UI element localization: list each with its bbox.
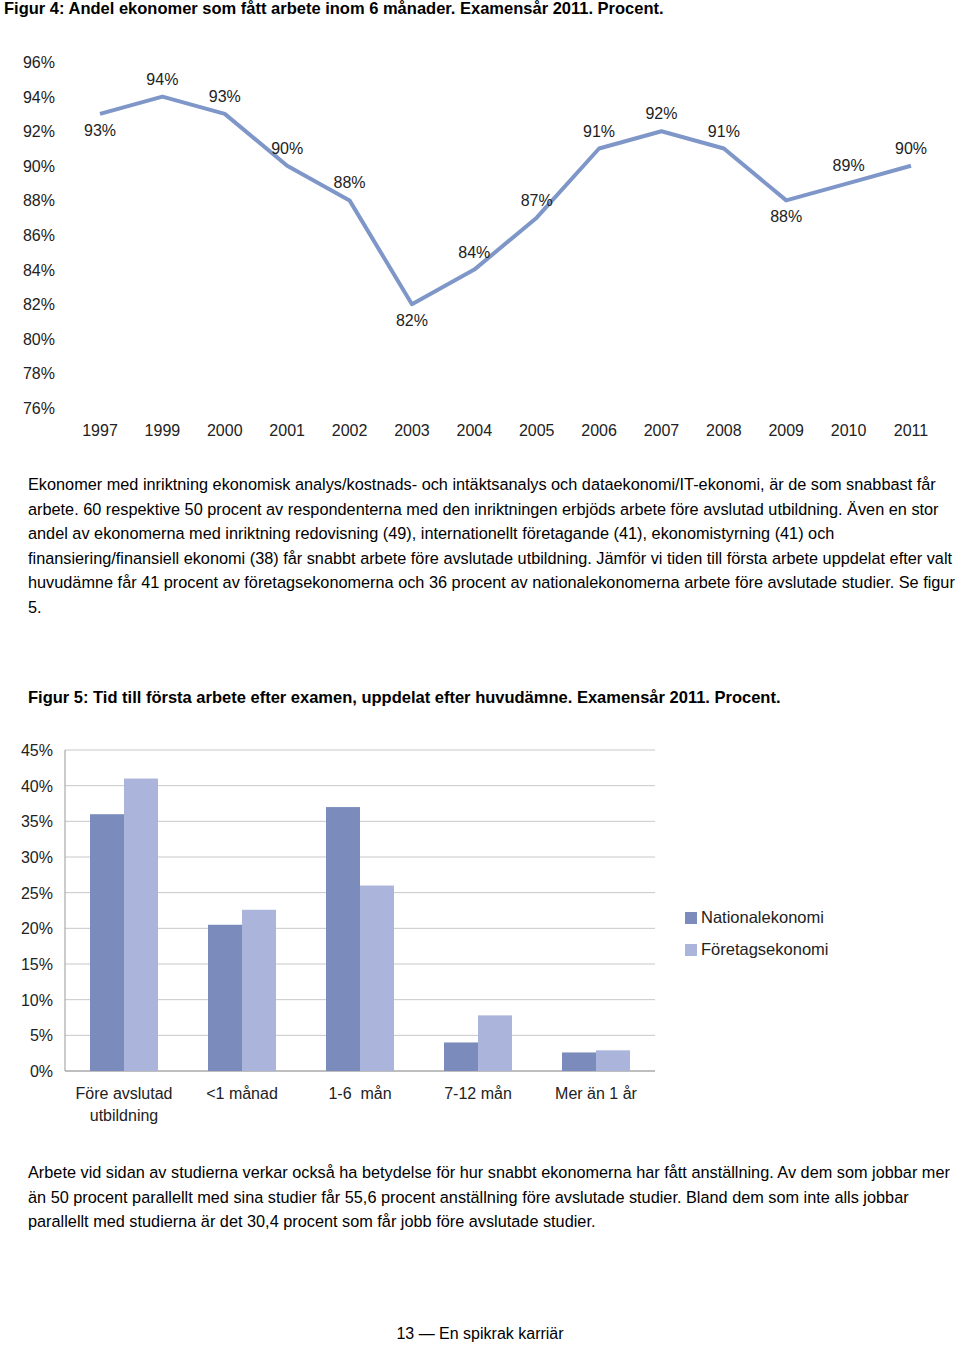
y-tick-label: 30% bbox=[21, 849, 53, 866]
data-label: 91% bbox=[583, 123, 615, 140]
y-tick-label: 0% bbox=[30, 1063, 53, 1080]
x-tick-label: 1997 bbox=[82, 422, 118, 439]
bar bbox=[208, 925, 242, 1071]
y-tick-label: 94% bbox=[23, 89, 55, 106]
legend-swatch bbox=[685, 912, 697, 924]
y-axis-line bbox=[65, 750, 66, 1071]
data-label: 84% bbox=[458, 244, 490, 261]
plot-marks bbox=[100, 97, 911, 305]
data-label: 94% bbox=[146, 71, 178, 88]
y-tick-label: 88% bbox=[23, 192, 55, 209]
y-tick-label: 82% bbox=[23, 296, 55, 313]
y-tick-label: 40% bbox=[21, 778, 53, 795]
x-tick-label: Mer än 1 år bbox=[555, 1085, 637, 1102]
x-tick-label: 2004 bbox=[457, 422, 493, 439]
y-tick-label: 15% bbox=[21, 956, 53, 973]
chart-line: Figur 4: Andel ekonomer som fått arbete … bbox=[4, 0, 928, 439]
x-tick-label: 7-12 mån bbox=[444, 1085, 512, 1102]
bar bbox=[596, 1050, 630, 1071]
x-tick-label: 2011 bbox=[894, 422, 929, 439]
x-tick-label: 2006 bbox=[581, 422, 617, 439]
y-tick-label: 20% bbox=[21, 920, 53, 937]
bar bbox=[90, 814, 124, 1071]
bar bbox=[444, 1042, 478, 1071]
x-tick-label: 2000 bbox=[207, 422, 243, 439]
x-tick-label: 2003 bbox=[394, 422, 430, 439]
legend-swatch bbox=[685, 944, 697, 956]
data-label: 90% bbox=[895, 140, 927, 157]
page-graphics: Figur 4: Andel ekonomer som fått arbete … bbox=[0, 0, 960, 1349]
data-label: 88% bbox=[334, 174, 366, 191]
y-tick-label: 90% bbox=[23, 158, 55, 175]
legend-label: Nationalekonomi bbox=[701, 908, 824, 926]
chart-title: Figur 5: Tid till första arbete efter ex… bbox=[28, 688, 781, 706]
label-line: 1-6 mån bbox=[328, 1085, 391, 1102]
chart-title: Figur 4: Andel ekonomer som fått arbete … bbox=[4, 0, 664, 17]
y-tick-label: 35% bbox=[21, 813, 53, 830]
data-label: 92% bbox=[645, 105, 677, 122]
y-tick-label: 10% bbox=[21, 992, 53, 1009]
x-tick-label: <1 månad bbox=[206, 1085, 278, 1102]
data-label: 87% bbox=[521, 192, 553, 209]
x-tick-label: 2007 bbox=[644, 422, 680, 439]
data-label: 82% bbox=[396, 312, 428, 329]
label-line: utbildning bbox=[90, 1107, 159, 1124]
label-line: Mer än 1 år bbox=[555, 1085, 637, 1102]
y-tick-label: 78% bbox=[23, 365, 55, 382]
x-tick-label: 1-6 mån bbox=[328, 1085, 391, 1102]
y-tick-label: 25% bbox=[21, 885, 53, 902]
x-tick-label: 2002 bbox=[332, 422, 368, 439]
y-tick-label: 80% bbox=[23, 331, 55, 348]
line-series bbox=[100, 97, 911, 305]
y-tick-label: 92% bbox=[23, 123, 55, 140]
paragraph: Ekonomer med inriktning ekonomisk analys… bbox=[28, 472, 958, 619]
y-tick-label: 76% bbox=[23, 400, 55, 417]
bar bbox=[562, 1052, 596, 1071]
y-tick-label: 45% bbox=[21, 742, 53, 759]
data-label: 93% bbox=[84, 122, 116, 139]
x-tick-label: 2009 bbox=[768, 422, 804, 439]
bar bbox=[124, 779, 158, 1071]
x-tick-label: 1999 bbox=[145, 422, 181, 439]
bar bbox=[478, 1015, 512, 1071]
y-tick-label: 5% bbox=[30, 1027, 53, 1044]
data-label: 89% bbox=[833, 157, 865, 174]
y-tick-label: 86% bbox=[23, 227, 55, 244]
data-label: 93% bbox=[209, 88, 241, 105]
plot-marks bbox=[90, 779, 630, 1071]
grid-line bbox=[65, 750, 655, 751]
x-tick-label: 2010 bbox=[831, 422, 867, 439]
legend: Nationalekonomi Företagsekonomi bbox=[685, 908, 828, 958]
y-tick-label: 96% bbox=[23, 54, 55, 71]
legend-label: Företagsekonomi bbox=[701, 940, 828, 958]
bar bbox=[242, 910, 276, 1071]
bar bbox=[360, 886, 394, 1071]
data-label: 90% bbox=[271, 140, 303, 157]
page-footer: 13 — En spikrak karriär bbox=[0, 1325, 960, 1343]
x-tick-label: Före avslutad utbildning bbox=[76, 1085, 173, 1124]
data-label: 91% bbox=[708, 123, 740, 140]
x-tick-label: 2001 bbox=[269, 422, 305, 439]
bar bbox=[326, 807, 360, 1071]
paragraph: Arbete vid sidan av studierna verkar ock… bbox=[28, 1160, 958, 1234]
chart-bar: Figur 5: Tid till första arbete efter ex… bbox=[21, 688, 829, 1124]
label-line: <1 månad bbox=[206, 1085, 278, 1102]
label-line: 7-12 mån bbox=[444, 1085, 512, 1102]
y-tick-label: 84% bbox=[23, 262, 55, 279]
x-tick-label: 2008 bbox=[706, 422, 742, 439]
label-line: Före avslutad bbox=[76, 1085, 173, 1102]
x-tick-label: 2005 bbox=[519, 422, 555, 439]
data-label: 88% bbox=[770, 208, 802, 225]
